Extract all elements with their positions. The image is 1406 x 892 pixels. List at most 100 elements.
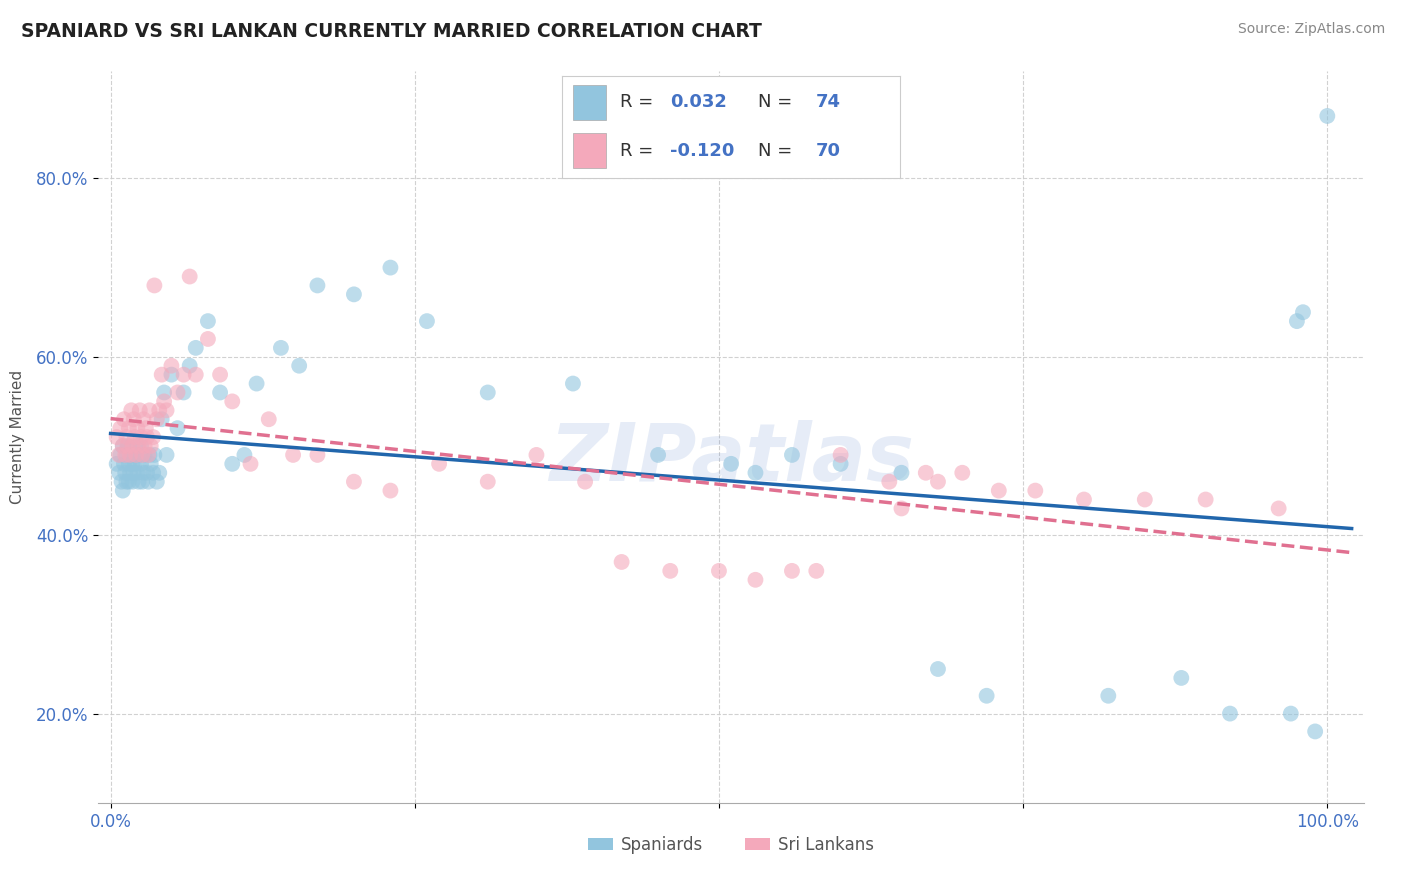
Sri Lankans [153,394,176,409]
Sri Lankans [118,421,141,435]
Spaniards [155,448,177,462]
Sri Lankans [179,269,201,284]
Sri Lankans [780,564,803,578]
Spaniards [121,457,143,471]
Text: Source: ZipAtlas.com: Source: ZipAtlas.com [1237,22,1385,37]
Sri Lankans [150,368,173,382]
Spaniards [124,457,146,471]
Sri Lankans [108,448,131,462]
FancyBboxPatch shape [572,133,606,168]
Spaniards [118,457,141,471]
Spaniards [110,448,132,462]
Sri Lankans [138,403,160,417]
Text: SPANIARD VS SRI LANKAN CURRENTLY MARRIED CORRELATION CHART: SPANIARD VS SRI LANKAN CURRENTLY MARRIED… [21,22,762,41]
Sri Lankans [128,439,150,453]
Spaniards [146,475,169,489]
Y-axis label: Currently Married: Currently Married [10,370,25,504]
Text: ZIPatlas: ZIPatlas [548,420,914,498]
Sri Lankans [114,448,136,462]
Sri Lankans [477,475,499,489]
Sri Lankans [131,448,153,462]
Sri Lankans [806,564,828,578]
Spaniards [477,385,499,400]
Spaniards [134,448,156,462]
Sri Lankans [148,403,170,417]
Spaniards [307,278,329,293]
Spaniards [160,368,183,382]
Text: -0.120: -0.120 [671,142,735,160]
Spaniards [127,466,149,480]
Sri Lankans [744,573,766,587]
Spaniards [1285,314,1308,328]
Spaniards [150,412,173,426]
Sri Lankans [184,368,207,382]
Sri Lankans [160,359,183,373]
Spaniards [890,466,912,480]
Spaniards [1170,671,1192,685]
Spaniards [166,421,188,435]
Spaniards [1097,689,1119,703]
Sri Lankans [1073,492,1095,507]
Spaniards [744,466,766,480]
Sri Lankans [128,403,150,417]
Spaniards [927,662,949,676]
Spaniards [108,466,131,480]
Sri Lankans [166,385,188,400]
Spaniards [111,439,134,453]
Spaniards [122,466,145,480]
Sri Lankans [132,412,155,426]
Sri Lankans [117,439,139,453]
Spaniards [132,466,155,480]
Spaniards [976,689,998,703]
Spaniards [138,448,160,462]
Sri Lankans [380,483,402,498]
Spaniards [120,448,142,462]
Spaniards [343,287,366,301]
Sri Lankans [707,564,730,578]
Spaniards [120,466,141,480]
Text: R =: R = [620,94,652,112]
Spaniards [1279,706,1302,721]
Sri Lankans [877,475,900,489]
Spaniards [1219,706,1241,721]
Spaniards [1316,109,1339,123]
Sri Lankans [209,368,232,382]
Spaniards [127,439,149,453]
Sri Lankans [146,412,169,426]
Sri Lankans [112,412,135,426]
Sri Lankans [197,332,219,346]
Spaniards [118,475,141,489]
Spaniards [233,448,256,462]
Legend: Spaniards, Sri Lankans: Spaniards, Sri Lankans [581,829,882,860]
Sri Lankans [1024,483,1046,498]
Sri Lankans [155,403,177,417]
Spaniards [830,457,852,471]
Sri Lankans [143,278,166,293]
Sri Lankans [830,448,852,462]
Sri Lankans [1133,492,1156,507]
Sri Lankans [111,439,134,453]
Sri Lankans [122,412,145,426]
Spaniards [1292,305,1315,319]
Sri Lankans [526,448,548,462]
Spaniards [380,260,402,275]
Spaniards [184,341,207,355]
FancyBboxPatch shape [572,85,606,120]
Sri Lankans [120,448,141,462]
Spaniards [136,475,159,489]
Spaniards [121,475,143,489]
Spaniards [148,466,170,480]
Sri Lankans [142,430,165,444]
Sri Lankans [124,430,146,444]
Spaniards [153,385,176,400]
Sri Lankans [659,564,682,578]
Spaniards [136,466,159,480]
Text: 0.032: 0.032 [671,94,727,112]
Text: 74: 74 [815,94,841,112]
Spaniards [173,385,195,400]
Sri Lankans [221,394,243,409]
Spaniards [128,475,150,489]
Sri Lankans [427,457,450,471]
Sri Lankans [110,421,132,435]
Spaniards [1303,724,1326,739]
